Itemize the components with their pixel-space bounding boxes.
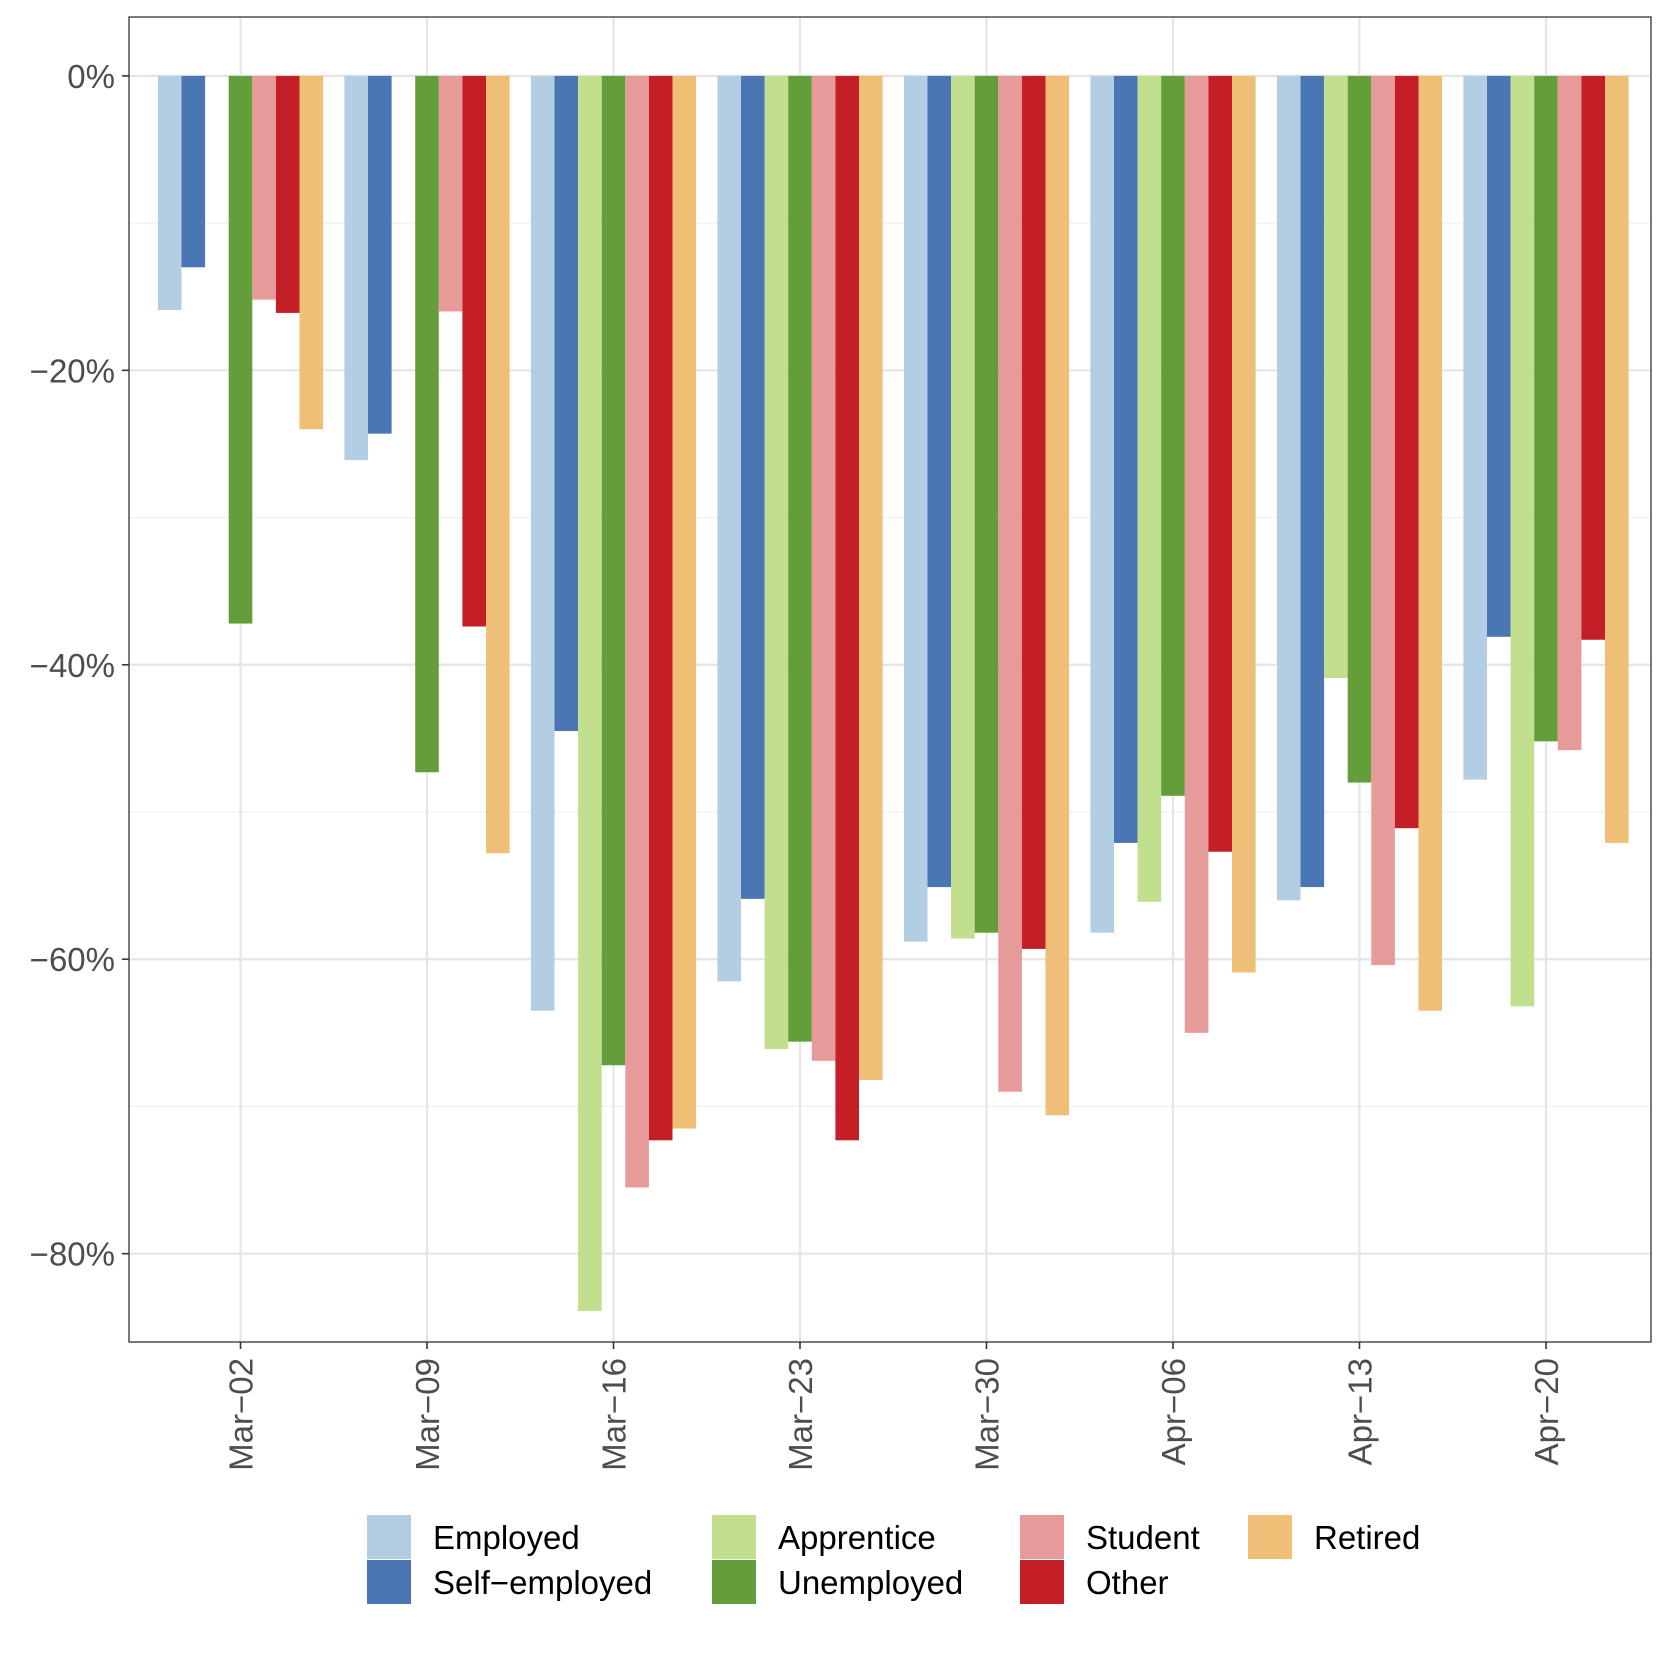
x-tick-label: Mar−09: [409, 1358, 446, 1471]
legend-key: [1020, 1560, 1064, 1604]
bar: [648, 75, 673, 1141]
bar: [788, 75, 812, 1042]
plot-panel-border: [128, 16, 1652, 1343]
x-tick-label: Mar−02: [223, 1358, 260, 1471]
x-tick-label: Mar−16: [596, 1358, 633, 1471]
bar: [1581, 75, 1605, 640]
bar: [1161, 75, 1185, 796]
bar: [974, 75, 999, 933]
y-tick-label: −80%: [30, 1236, 115, 1273]
legend-key: [712, 1515, 756, 1559]
bar: [672, 75, 697, 1129]
bar: [717, 75, 741, 982]
bar: [1137, 75, 1162, 902]
legend-label: Unemployed: [778, 1564, 963, 1601]
bar: [368, 75, 392, 434]
bar: [903, 75, 928, 942]
bar: [741, 75, 765, 899]
bar: [1605, 75, 1629, 843]
legend-key: [1020, 1515, 1064, 1559]
bar: [1394, 75, 1419, 829]
bar: [578, 75, 602, 1312]
y-tick-label: −40%: [30, 647, 115, 684]
legend-label: Self−employed: [433, 1564, 652, 1601]
legend-key: [367, 1515, 411, 1559]
bar: [1418, 75, 1443, 1011]
bar: [811, 75, 836, 1061]
bars-layer: [157, 75, 1629, 1312]
y-axis: 0% −20% −40% −60% −80%: [30, 58, 129, 1273]
bar: [1510, 75, 1535, 1007]
legend-label: Other: [1086, 1564, 1169, 1601]
x-tick-label: Apr−13: [1342, 1358, 1379, 1465]
bar: [415, 75, 439, 773]
legend-key: [367, 1560, 411, 1604]
bar: [1090, 75, 1114, 933]
legend-key: [1248, 1515, 1292, 1559]
bar: [252, 75, 276, 300]
bar: [998, 75, 1022, 1092]
bar: [1184, 75, 1209, 1033]
bar: [299, 75, 324, 430]
legend-label: Employed: [433, 1519, 580, 1556]
bar: [951, 75, 975, 939]
bar: [835, 75, 859, 1141]
bar: [1487, 75, 1511, 637]
bar: [1232, 75, 1256, 973]
y-tick-label: −60%: [30, 941, 115, 978]
x-tick-label: Mar−30: [969, 1358, 1006, 1471]
bar: [530, 75, 555, 1011]
bar: [462, 75, 486, 627]
bar: [1371, 75, 1395, 966]
legend: Employed Apprentice Student Retired Self−emp…: [367, 1515, 1420, 1604]
bar: [1021, 75, 1046, 949]
y-tick-label: −20%: [30, 352, 115, 389]
bar: [344, 75, 368, 461]
bar: [181, 75, 206, 268]
bar: [275, 75, 300, 313]
bar: [1347, 75, 1372, 783]
bar: [157, 75, 182, 310]
x-tick-label: Mar−23: [782, 1358, 819, 1471]
bar: [1208, 75, 1232, 852]
bar: [1557, 75, 1582, 751]
bar: [1300, 75, 1325, 888]
legend-label: Retired: [1314, 1519, 1420, 1556]
legend-key: [712, 1560, 756, 1604]
x-axis: Mar−02 Mar−09 Mar−16 Mar−23 Mar−30 Apr−06 Apr−…: [223, 1342, 1565, 1471]
bar: [228, 75, 253, 624]
bar: [438, 75, 463, 312]
bar: [601, 75, 626, 1066]
bar: [1276, 75, 1301, 901]
bar: [927, 75, 952, 888]
bar: [1463, 75, 1487, 780]
bar: [1114, 75, 1138, 843]
y-tick-label: 0%: [67, 58, 115, 95]
legend-label: Student: [1086, 1519, 1200, 1556]
bar: [625, 75, 649, 1188]
bar: [859, 75, 883, 1080]
x-tick-label: Apr−06: [1155, 1358, 1192, 1465]
bar: [1534, 75, 1558, 742]
bar: [1045, 75, 1070, 1116]
bar: [764, 75, 789, 1050]
bar: [554, 75, 579, 732]
legend-label: Apprentice: [778, 1519, 936, 1556]
bar: [486, 75, 510, 854]
bar: [1324, 75, 1348, 679]
x-tick-label: Apr−20: [1528, 1358, 1565, 1465]
